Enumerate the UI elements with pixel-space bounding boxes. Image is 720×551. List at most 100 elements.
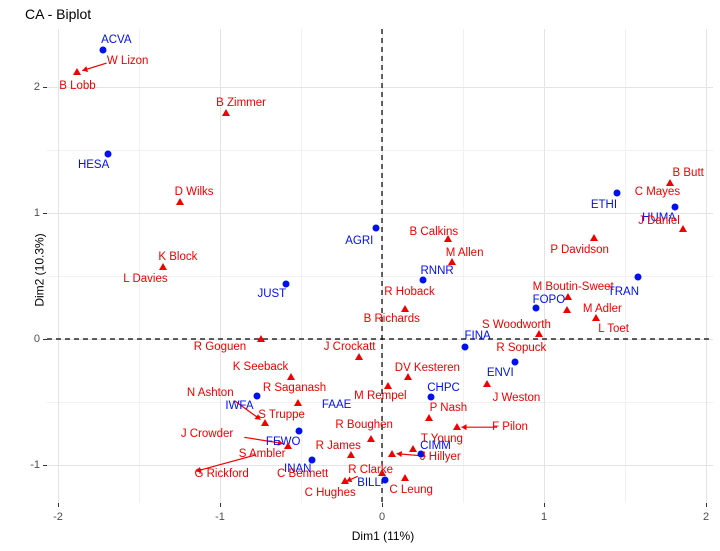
committee-point-marker [511, 358, 519, 366]
gridline-y-major [47, 86, 713, 88]
gridline-x-minor [462, 29, 464, 503]
member-point-marker [483, 380, 492, 388]
committee-point-marker [417, 450, 425, 458]
point-label-inan: INAN [284, 462, 312, 475]
member-point-marker [293, 399, 302, 407]
point-label-p-davidson: P Davidson [550, 243, 609, 256]
point-label-iwfa: IWFA [225, 399, 254, 412]
committee-point-marker [427, 393, 435, 401]
member-point-marker [679, 225, 688, 233]
gridline-y-minor [47, 401, 713, 403]
y-axis-tick-label: 2 [33, 81, 40, 93]
gridline-y-minor [47, 275, 713, 277]
point-label-m-rempel: M Rempel [354, 389, 407, 402]
gridline-y-major [47, 464, 713, 466]
x-axis-tick-label: 1 [540, 511, 548, 523]
member-point-marker [340, 477, 349, 485]
point-label-m-boutin-sweet: M Boutin-Sweet [532, 281, 614, 294]
committee-point-marker [282, 280, 290, 288]
point-label-fopo: FOPO [532, 293, 566, 306]
member-point-marker [564, 293, 573, 301]
member-point-marker [591, 313, 600, 321]
point-label-j-crowder: J Crowder [180, 427, 234, 440]
point-label-p-nash: P Nash [429, 402, 468, 415]
member-point-marker [444, 235, 453, 243]
member-point-marker [387, 449, 396, 457]
label-segment-arrowhead [82, 66, 89, 73]
point-label-c-bennett: C Bennett [277, 467, 329, 480]
member-point-marker [562, 306, 571, 314]
x-axis-tick [705, 503, 707, 507]
committee-point-marker [295, 427, 303, 435]
member-point-marker [366, 434, 375, 442]
committee-point-marker [372, 224, 380, 232]
point-label-s-truppe: S Truppe [258, 408, 305, 421]
x-axis-tick [381, 503, 383, 507]
point-label-agri: AGRI [345, 234, 374, 247]
gridline-y-major [47, 338, 713, 340]
point-label-r-boughen: R Boughen [335, 418, 393, 431]
point-label-g-rickford: G Rickford [194, 467, 249, 480]
point-label-l-davies: L Davies [123, 272, 168, 285]
member-point-marker [159, 263, 168, 271]
member-point-marker [400, 304, 409, 312]
point-label-k-block: K Block [158, 251, 198, 264]
member-point-marker [590, 234, 599, 242]
point-label-c-mayes: C Mayes [634, 185, 681, 198]
member-point-marker [73, 67, 82, 75]
point-label-c-leung: C Leung [389, 484, 433, 497]
label-segment-arrowhead [396, 451, 402, 458]
point-label-f-pilon: F Pilon [492, 421, 528, 434]
x-axis-tick [57, 503, 59, 507]
point-label-l-toet: L Toet [598, 322, 630, 335]
point-label-ethi: ETHI [590, 199, 618, 212]
point-label-fina: FINA [464, 330, 491, 343]
point-label-r-goguen: R Goguen [193, 340, 247, 353]
committee-point-marker [381, 476, 389, 484]
x-axis-tick-label: -1 [215, 511, 225, 523]
point-label-dv-kesteren: DV Kesteren [394, 361, 460, 374]
point-label-b-richards: B Richards [363, 312, 420, 325]
point-label-r-clarke: R Clarke [348, 464, 394, 477]
gridline-x-major [705, 29, 707, 503]
gridline-x-major [219, 29, 221, 503]
member-point-marker [378, 468, 386, 476]
point-label-t-young: T Young [420, 432, 463, 445]
point-label-r-sopuck: R Sopuck [496, 341, 547, 354]
member-point-marker [287, 372, 296, 380]
point-label-b-calkins: B Calkins [409, 225, 459, 238]
member-point-marker [403, 372, 412, 380]
point-label-acva: ACVA [101, 34, 132, 47]
point-label-rnnr: RNNR [420, 264, 454, 277]
committee-point-marker [104, 150, 112, 158]
gridline-x-major [543, 29, 545, 503]
x-axis-tick-label: 2 [702, 511, 710, 523]
x-axis-tick-label: -2 [53, 511, 63, 523]
y-axis-tick-label: 0 [33, 333, 40, 345]
chart-title: CA - Biplot [25, 6, 92, 22]
member-point-marker [447, 258, 456, 266]
point-label-r-hoback: R Hoback [384, 286, 435, 299]
member-point-marker [384, 381, 393, 389]
member-point-marker [222, 109, 231, 117]
member-point-marker [424, 414, 433, 422]
y-axis-tick [43, 212, 47, 214]
y-axis-tick [43, 86, 47, 88]
point-label-b-butt: B Butt [672, 166, 704, 179]
gridline-y-major [47, 212, 713, 214]
point-label-j-daniel: J Daniel [638, 214, 680, 227]
point-label-just: JUST [257, 287, 287, 300]
point-label-huma: HUMA [642, 212, 676, 225]
member-point-marker [256, 335, 265, 342]
point-label-s-woodworth: S Woodworth [482, 319, 551, 332]
point-label-b-zimmer: B Zimmer [216, 97, 266, 110]
point-label-w-lizon: W Lizon [106, 54, 149, 67]
y-axis-tick [43, 464, 47, 466]
committee-point-marker [671, 203, 679, 211]
point-label-b-lobb: B Lobb [59, 79, 96, 92]
member-point-marker [347, 450, 356, 458]
committee-point-marker [308, 456, 316, 464]
y-axis-tick [43, 338, 47, 340]
committee-point-marker [253, 392, 261, 400]
